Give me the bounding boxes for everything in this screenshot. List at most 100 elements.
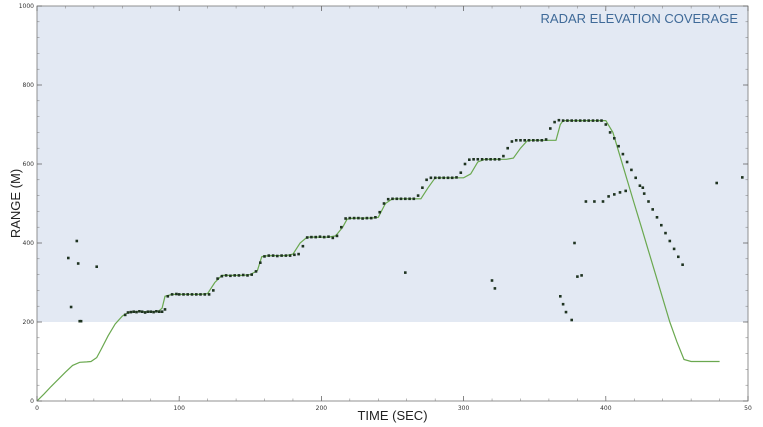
radar-point	[638, 184, 642, 187]
radar-point	[642, 192, 646, 195]
radar-point	[677, 255, 680, 259]
radar-point	[601, 200, 605, 203]
true-path-line	[36, 119, 720, 402]
radar-point	[502, 154, 505, 158]
radar-point	[617, 144, 620, 148]
radar-point	[310, 235, 313, 239]
radar-point	[741, 176, 744, 179]
radar-point	[570, 119, 573, 122]
radar-point	[318, 235, 322, 238]
radar-point	[681, 263, 684, 266]
radar-point	[395, 197, 399, 201]
radar-point	[305, 236, 309, 239]
radar-point	[557, 118, 561, 122]
radar-point	[67, 256, 70, 260]
radar-point	[170, 293, 174, 296]
radar-point	[412, 197, 416, 201]
radar-point	[263, 255, 266, 258]
radar-point	[559, 295, 562, 298]
radar-point	[514, 139, 518, 142]
radar-point	[166, 295, 170, 298]
radar-point	[95, 265, 98, 268]
radar-point	[237, 274, 241, 277]
x-tick-label: 50	[744, 405, 752, 412]
radar-point	[382, 202, 386, 205]
radar-point	[607, 195, 610, 198]
radar-point	[493, 158, 497, 161]
radar-point	[584, 200, 588, 203]
radar-point	[532, 139, 535, 142]
radar-point	[600, 119, 603, 122]
y-tick-label: 0	[30, 398, 34, 405]
radar-point	[485, 158, 488, 161]
radar-point	[497, 158, 501, 161]
radar-point	[79, 319, 83, 323]
radar-point	[647, 200, 650, 203]
radar-point	[472, 158, 475, 161]
radar-point	[149, 310, 153, 313]
radar-point	[322, 235, 326, 239]
radar-point	[293, 253, 296, 257]
radar-point	[123, 313, 127, 317]
radar-point	[429, 176, 433, 180]
radar-point	[259, 261, 262, 264]
radar-point	[587, 119, 590, 122]
radar-point	[576, 275, 579, 278]
radar-point	[651, 208, 654, 211]
radar-point	[540, 139, 544, 142]
radar-point	[276, 254, 279, 258]
radar-point	[352, 216, 356, 220]
radar-point	[425, 178, 428, 182]
x-tick-label: 400	[600, 405, 612, 412]
true-path-layer	[36, 119, 720, 402]
radar-point	[246, 274, 249, 277]
radar-point	[715, 181, 718, 185]
radar-point	[664, 231, 667, 235]
x-axis-label: TIME (SEC)	[357, 408, 427, 423]
radar-point	[476, 158, 480, 161]
radar-point	[267, 254, 271, 257]
radar-point	[408, 197, 411, 201]
radar-point	[433, 176, 437, 180]
radar-point	[438, 176, 441, 180]
x-tick-label: 300	[458, 405, 470, 412]
radar-point	[301, 244, 305, 248]
radar-point	[254, 270, 258, 273]
radar-point	[625, 160, 629, 164]
radar-point	[378, 210, 381, 214]
x-tick-label: 100	[173, 405, 185, 412]
radar-point	[404, 271, 407, 274]
y-tick-label: 400	[23, 240, 35, 247]
radar-point	[195, 293, 198, 296]
radar-point	[190, 293, 194, 296]
radar-point	[399, 197, 403, 201]
radar-point	[608, 131, 612, 134]
radar-point	[613, 137, 616, 140]
radar-point	[186, 293, 189, 296]
radar-point	[655, 216, 659, 219]
radar-point	[591, 119, 595, 122]
radar-point	[340, 225, 343, 229]
radar-point	[155, 310, 158, 313]
radar-point	[583, 119, 586, 122]
radar-point	[446, 176, 450, 180]
radar-point	[630, 168, 633, 172]
radar-point	[566, 119, 569, 122]
radar-point	[668, 239, 672, 243]
radar-point	[510, 140, 514, 143]
radar-point	[523, 139, 526, 142]
radar-point	[160, 310, 164, 313]
radar-point	[489, 158, 492, 161]
radar-point	[152, 310, 155, 314]
radar-point	[207, 293, 211, 296]
radar-point	[348, 216, 352, 220]
radar-point	[297, 252, 300, 256]
coverage-label: RADAR ELEVATION COVERAGE	[541, 11, 739, 26]
radar-point	[335, 234, 339, 238]
radar-point	[69, 305, 73, 309]
radar-point	[490, 279, 494, 282]
radar-point	[561, 302, 565, 306]
radar-point	[365, 216, 369, 220]
